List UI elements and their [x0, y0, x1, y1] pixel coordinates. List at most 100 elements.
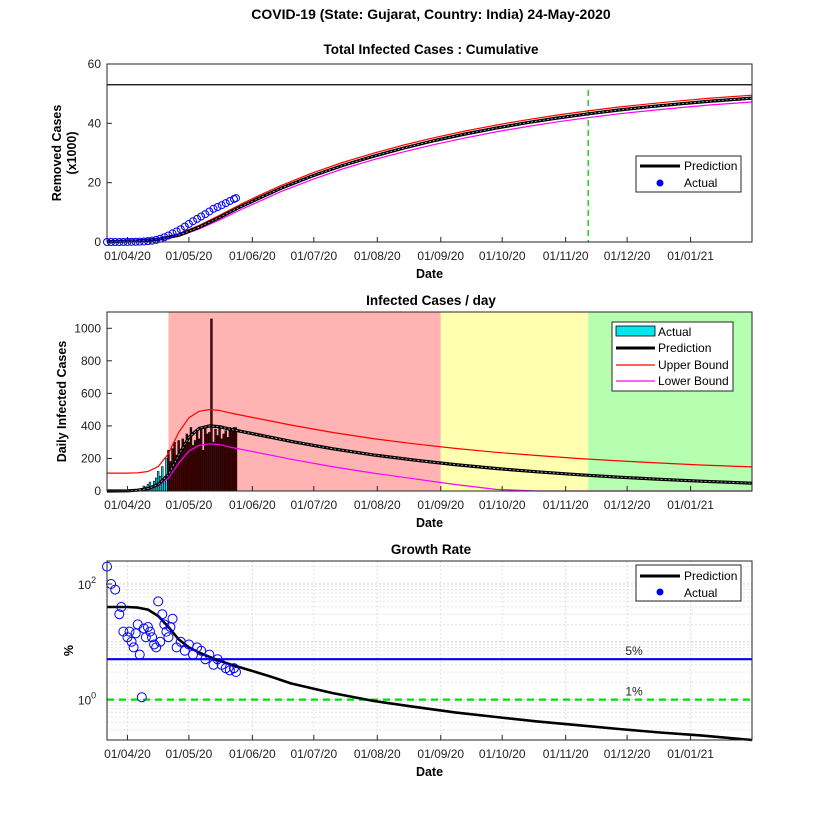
actual-point — [110, 584, 121, 595]
x-tick-label: 01/08/20 — [354, 249, 401, 263]
threshold-label: 1% — [625, 685, 643, 699]
actual-bar — [204, 425, 207, 492]
actual-point — [180, 222, 189, 231]
actual-bar — [195, 430, 199, 492]
legend: Prediction Actual — [635, 155, 742, 193]
x-tick-label: 01/01/21 — [667, 498, 714, 512]
actual-point — [232, 194, 240, 203]
actual-point — [184, 219, 193, 228]
actual-point — [148, 236, 157, 245]
actual-point — [128, 642, 139, 653]
x-tick-label: 01/09/20 — [417, 498, 464, 512]
actual-point — [176, 225, 185, 234]
legend-prediction-label: Prediction — [684, 159, 737, 173]
x-tick-label: 01/05/20 — [166, 747, 213, 761]
y-axis-label-unit: (x1000) — [65, 131, 79, 174]
y-tick-label: 400 — [81, 419, 101, 433]
actual-bar — [218, 427, 221, 492]
actual-point — [160, 233, 169, 242]
x-tick-label: 01/09/20 — [417, 747, 464, 761]
figure-title: COVID-19 (State: Gujarat, Country: India… — [251, 6, 611, 22]
actual-point — [221, 199, 230, 208]
actual-point — [164, 231, 173, 240]
y-tick-label: 0 — [94, 484, 101, 498]
x-tick-label: 01/01/21 — [667, 747, 714, 761]
actual-bar — [179, 450, 182, 492]
x-tick-label: 01/01/21 — [667, 249, 714, 263]
actual-bar — [220, 438, 223, 492]
actual-point — [136, 692, 147, 703]
actual-point — [134, 649, 145, 660]
actual-bar — [226, 436, 229, 492]
actual-bar — [212, 441, 215, 492]
y-tick-label: 40 — [88, 116, 102, 130]
actual-bar — [200, 428, 203, 492]
actual-point — [205, 207, 214, 216]
actual-bar — [214, 428, 217, 492]
actual-point — [204, 649, 215, 660]
legend-actual-swatch — [656, 588, 664, 596]
x-tick-label: 01/10/20 — [479, 249, 526, 263]
legend-lower-label: Lower Bound — [658, 374, 729, 388]
plot-area — [107, 64, 752, 242]
actual-point — [201, 210, 210, 219]
daily-cases-panel: Infected Cases / day 0 200 400 600 800 1000 Dai… — [55, 293, 753, 530]
x-tick-label: 01/11/20 — [543, 498, 589, 512]
actual-bar — [222, 433, 225, 492]
axes-frame — [106, 311, 753, 492]
threshold-label: 5% — [625, 644, 643, 658]
actual-point — [155, 636, 166, 647]
x-tick-label: 01/06/20 — [229, 249, 276, 263]
y-tick-label: 100 — [78, 691, 96, 708]
x-tick-label: 01/06/20 — [229, 498, 276, 512]
actual-point — [145, 626, 155, 637]
actual-point — [209, 204, 218, 213]
actual-point — [149, 639, 160, 650]
legend-actual-label: Actual — [684, 586, 717, 600]
x-axis-label: Date — [416, 516, 443, 530]
actual-point — [147, 632, 158, 643]
x-tick-label: 01/08/20 — [354, 498, 401, 512]
actual-bar — [210, 318, 213, 492]
actual-point — [168, 229, 177, 238]
actual-point — [139, 237, 148, 246]
actual-point — [143, 237, 152, 246]
y-tick-label: 20 — [88, 176, 102, 190]
actual-bar — [230, 428, 234, 492]
legend-actual-label: Actual — [658, 325, 691, 339]
x-tick-label: 01/06/20 — [229, 747, 276, 761]
upper-bound-line — [106, 94, 753, 242]
y-tick-label: 102 — [78, 575, 96, 592]
y-tick-label: 600 — [81, 386, 101, 400]
legend-actual-swatch — [615, 325, 656, 337]
actual-bar — [206, 433, 209, 492]
x-tick-label: 01/09/20 — [417, 249, 464, 263]
x-tick-label: 01/04/20 — [104, 747, 151, 761]
growth-rate-panel: Growth Rate 102 100% 5% 1% 01/04/20 01/05/20 01… — [62, 542, 753, 779]
axes-frame — [106, 63, 753, 243]
y-axis-label: % — [62, 645, 76, 656]
actual-bar — [177, 440, 180, 492]
x-tick-label: 01/08/20 — [354, 747, 401, 761]
actual-point — [152, 235, 161, 244]
x-tick-label: 01/04/20 — [104, 249, 151, 263]
actual-point — [116, 602, 127, 613]
y-tick-label: 1000 — [74, 321, 101, 335]
zone-yellow — [440, 312, 589, 491]
actual-point — [231, 667, 241, 678]
actual-bar — [191, 445, 195, 492]
actual-point — [193, 214, 202, 223]
x-tick-label: 01/11/20 — [543, 249, 589, 263]
legend-actual-swatch — [656, 179, 664, 187]
y-tick-label: 200 — [81, 451, 101, 465]
x-tick-label: 01/07/20 — [290, 747, 337, 761]
y-axis-label: Removed Cases — [50, 105, 64, 202]
actual-point — [124, 626, 135, 637]
x-axis-label: Date — [416, 267, 443, 281]
legend-box — [635, 564, 742, 602]
actual-bar — [197, 438, 201, 492]
x-tick-label: 01/10/20 — [479, 747, 526, 761]
actual-bar — [208, 432, 211, 492]
actual-bar — [228, 427, 232, 492]
